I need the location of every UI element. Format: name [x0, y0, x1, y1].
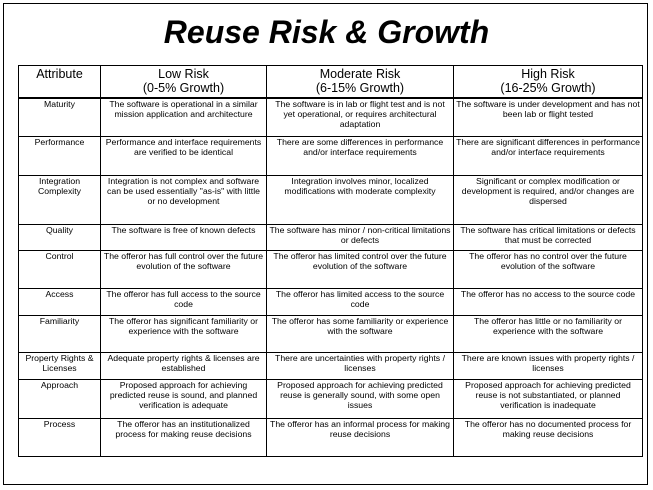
table-row: Process The offeror has an institutional… — [18, 417, 643, 457]
low-risk-cell: The software is free of known defects — [100, 223, 267, 251]
high-risk-cell: The software is under development and ha… — [453, 97, 643, 137]
table-row: Familiarity The offeror has significant … — [18, 314, 643, 353]
high-risk-cell: The offeror has little or no familiarity… — [453, 314, 643, 353]
header-label: Attribute — [36, 67, 83, 81]
moderate-risk-cell: There are some differences in performanc… — [266, 135, 454, 176]
low-risk-cell: The offeror has full control over the fu… — [100, 249, 267, 289]
low-risk-cell: The offeror has significant familiarity … — [100, 314, 267, 353]
header-label: Moderate Risk — [319, 67, 401, 81]
high-risk-cell: There are known issues with property rig… — [453, 351, 643, 380]
table-row: Approach Proposed approach for achieving… — [18, 378, 643, 419]
header-row: Attribute Low Risk (0-5% Growth) Moderat… — [18, 65, 643, 99]
header-label: Low Risk — [158, 67, 209, 81]
attribute-cell: Integration Complexity — [18, 174, 101, 225]
header-sublabel: (6-15% Growth) — [315, 81, 405, 95]
attribute-cell: Control — [18, 249, 101, 289]
high-risk-cell: The offeror has no documented process fo… — [453, 417, 643, 457]
page-title: Reuse Risk & Growth — [163, 14, 490, 50]
attribute-cell: Maturity — [18, 97, 101, 137]
table-row: Maturity The software is operational in … — [18, 97, 643, 137]
moderate-risk-cell: Integration involves minor, localized mo… — [266, 174, 454, 225]
table-row: Control The offeror has full control ove… — [18, 249, 643, 289]
attribute-cell: Quality — [18, 223, 101, 251]
high-risk-cell: The offeror has no control over the futu… — [453, 249, 643, 289]
low-risk-cell: Proposed approach for achieving predicte… — [100, 378, 267, 419]
table-row: Performance Performance and interface re… — [18, 135, 643, 176]
attribute-cell: Approach — [18, 378, 101, 419]
table-row: Access The offeror has full access to th… — [18, 287, 643, 316]
header-attribute: Attribute — [18, 65, 101, 99]
high-risk-cell: There are significant differences in per… — [453, 135, 643, 176]
table-row: Property Rights & Licenses Adequate prop… — [18, 351, 643, 380]
attribute-cell: Process — [18, 417, 101, 457]
moderate-risk-cell: There are uncertainties with property ri… — [266, 351, 454, 380]
high-risk-cell: Proposed approach for achieving predicte… — [453, 378, 643, 419]
high-risk-cell: The offeror has no access to the source … — [453, 287, 643, 316]
table-row: Integration Complexity Integration is no… — [18, 174, 643, 225]
high-risk-cell: Significant or complex modification or d… — [453, 174, 643, 225]
header-sublabel: (16-25% Growth) — [500, 81, 596, 95]
attribute-cell: Access — [18, 287, 101, 316]
attribute-cell: Familiarity — [18, 314, 101, 353]
low-risk-cell: The offeror has full access to the sourc… — [100, 287, 267, 316]
high-risk-cell: The software has critical limitations or… — [453, 223, 643, 251]
risk-table: Attribute Low Risk (0-5% Growth) Moderat… — [18, 65, 643, 457]
header-high-risk: High Risk (16-25% Growth) — [453, 65, 643, 99]
low-risk-cell: Performance and interface requirements a… — [100, 135, 267, 176]
moderate-risk-cell: The offeror has limited control over the… — [266, 249, 454, 289]
moderate-risk-cell: The offeror has an informal process for … — [266, 417, 454, 457]
low-risk-cell: The offeror has an institutionalized pro… — [100, 417, 267, 457]
header-moderate-risk: Moderate Risk (6-15% Growth) — [266, 65, 454, 99]
table-row: Quality The software is free of known de… — [18, 223, 643, 251]
header-label: High Risk — [521, 67, 575, 81]
moderate-risk-cell: The offeror has some familiarity or expe… — [266, 314, 454, 353]
low-risk-cell: Integration is not complex and software … — [100, 174, 267, 225]
attribute-cell: Performance — [18, 135, 101, 176]
moderate-risk-cell: The software is in lab or flight test an… — [266, 97, 454, 137]
header-sublabel: (0-5% Growth) — [142, 81, 225, 95]
attribute-cell: Property Rights & Licenses — [18, 351, 101, 380]
moderate-risk-cell: Proposed approach for achieving predicte… — [266, 378, 454, 419]
low-risk-cell: The software is operational in a similar… — [100, 97, 267, 137]
header-low-risk: Low Risk (0-5% Growth) — [100, 65, 267, 99]
moderate-risk-cell: The offeror has limited access to the so… — [266, 287, 454, 316]
moderate-risk-cell: The software has minor / non-critical li… — [266, 223, 454, 251]
slide-frame: Reuse Risk & Growth Attribute Low Risk (… — [3, 3, 648, 485]
low-risk-cell: Adequate property rights & licenses are … — [100, 351, 267, 380]
